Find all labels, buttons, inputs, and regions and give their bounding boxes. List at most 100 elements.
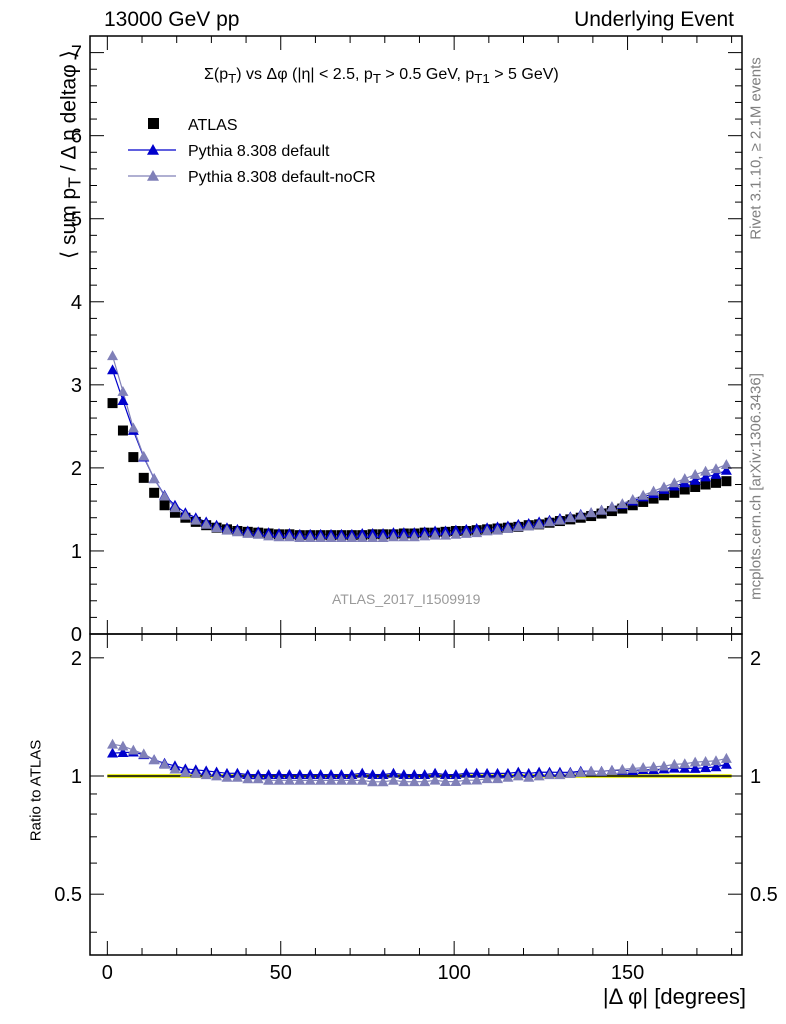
ratio-point-1 (377, 769, 389, 779)
ratio-point-1 (689, 762, 701, 773)
mc-point-2 (273, 531, 285, 542)
plot-title: Σ(pT) vs Δφ (|η| < 2.5, pT > 0.5 GeV, pT… (204, 66, 559, 87)
atlas-point (721, 476, 732, 487)
atlas-point (159, 500, 170, 511)
ratio-point-1 (367, 769, 379, 779)
ratio-point-1 (429, 767, 441, 778)
legend-marker-2 (147, 170, 159, 181)
mc-point-2 (554, 514, 566, 525)
ratio-point-2 (283, 774, 295, 785)
ratio-point-1 (460, 767, 472, 778)
mc-point-2 (335, 532, 347, 543)
ratio-tick-label: 1 (71, 766, 82, 788)
ratio-point-2 (700, 755, 712, 766)
atlas-point (690, 481, 701, 492)
header-process-label: Underlying Event (574, 8, 734, 31)
ratio-point-2 (159, 758, 171, 769)
ratio-point-2 (315, 774, 327, 785)
atlas-point (138, 472, 149, 483)
ratio-point-2 (367, 776, 379, 787)
legend-label-2: Pythia 8.308 default-noCR (188, 169, 376, 186)
mc-point-2 (523, 520, 535, 531)
ratio-point-2 (273, 774, 285, 785)
y-tick-label: 0 (71, 624, 82, 646)
mc-point-2 (429, 529, 441, 540)
atlas-point (149, 487, 160, 498)
mc-point-2 (512, 521, 524, 532)
ratio-point-1 (700, 762, 712, 773)
ratio-point-2 (179, 766, 191, 777)
mc-point-2 (419, 530, 431, 541)
ratio-point-2 (117, 740, 129, 751)
ratio-point-2 (544, 769, 556, 780)
ratio-tick-label-right: 1 (750, 766, 761, 788)
mc-point-2 (356, 532, 368, 543)
ratio-point-1 (346, 769, 358, 779)
ratio-point-2 (450, 776, 462, 786)
ratio-point-2 (356, 774, 368, 785)
ratio-frame (89, 633, 743, 956)
atlas-point (128, 452, 139, 463)
y-tick-label: 2 (71, 458, 82, 480)
mc-point-2 (616, 498, 628, 509)
ratio-point-1 (273, 769, 285, 779)
ratio-point-2 (533, 770, 545, 781)
atlas-point (638, 496, 649, 507)
ratio-point-1 (356, 767, 368, 778)
mc-point-2 (190, 514, 202, 525)
atlas-point (679, 484, 690, 495)
ratio-point-2 (720, 752, 732, 763)
ratio-point-2 (439, 776, 451, 787)
mc-point-2 (221, 524, 233, 535)
ratio-point-2 (554, 769, 566, 780)
ratio-point-1 (335, 769, 347, 779)
mc-point-2 (408, 531, 420, 542)
ratio-point-1 (304, 769, 316, 779)
mc-point-2 (117, 385, 129, 396)
ratio-point-2 (107, 738, 119, 749)
ratio-point-2 (502, 771, 514, 782)
mc-point-2 (637, 489, 649, 500)
mc-point-2 (325, 532, 337, 543)
mc-point-2 (377, 532, 389, 543)
mc-point-2 (179, 509, 191, 520)
mc-point-2 (689, 469, 701, 479)
ratio-point-1 (492, 767, 503, 778)
ratio-point-2 (211, 770, 223, 781)
mc-point-2 (606, 501, 618, 512)
mc-point-1 (117, 395, 129, 406)
ratio-tick-label-right: 0.5 (750, 884, 778, 906)
mc-point-2 (231, 526, 243, 537)
ratio-point-2 (419, 776, 431, 787)
ratio-point-2 (294, 774, 306, 785)
ratio-point-2 (492, 773, 503, 784)
legend-marker-1 (147, 144, 159, 155)
atlas-point (117, 425, 128, 436)
atlas-point (710, 477, 721, 488)
ratio-point-2 (190, 768, 202, 778)
ratio-point-2 (596, 765, 608, 776)
ratio-point-2 (564, 768, 576, 778)
ratio-point-2 (512, 770, 524, 781)
ratio-point-1 (283, 769, 295, 779)
x-tick-label: 0 (102, 962, 113, 984)
mc-point-2 (387, 531, 399, 542)
mc-point-2 (159, 490, 171, 501)
ratio-point-1 (398, 769, 410, 780)
series-markers (107, 350, 732, 787)
ratio-point-2 (460, 774, 472, 785)
ratio-point-1 (481, 767, 493, 778)
ratio-point-1 (710, 761, 722, 772)
ratio-point-2 (346, 774, 358, 785)
ratio-point-1 (263, 769, 275, 780)
mc-point-2 (450, 528, 462, 539)
ratio-point-2 (710, 755, 722, 766)
ratio-point-2 (231, 771, 243, 782)
mc-point-2 (585, 507, 597, 518)
y-tick-label: 6 (71, 126, 82, 148)
mc-point-2 (627, 493, 639, 504)
mc-point-1 (700, 471, 712, 482)
y-tick-label: 4 (71, 292, 82, 314)
ratio-point-2 (398, 776, 410, 787)
y-tick-label: 5 (71, 209, 82, 231)
